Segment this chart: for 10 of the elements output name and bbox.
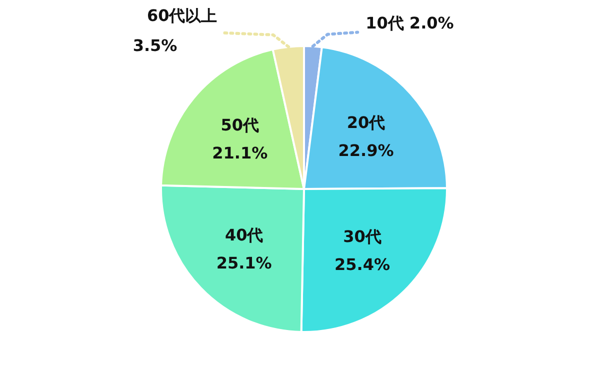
- data-label: 3.5%: [132, 36, 178, 55]
- slice-label: 50代: [220, 115, 260, 134]
- slice-label: 20代: [346, 112, 386, 132]
- slice-label: 30代: [343, 227, 382, 246]
- slice-label: 40代: [224, 225, 264, 244]
- data-label: 22.9%: [338, 140, 394, 160]
- data-label: 25.1%: [216, 253, 272, 272]
- data-label: 25.4%: [334, 255, 390, 274]
- slice-label: 10代 2.0%: [366, 13, 454, 32]
- data-label: 21.1%: [212, 143, 268, 162]
